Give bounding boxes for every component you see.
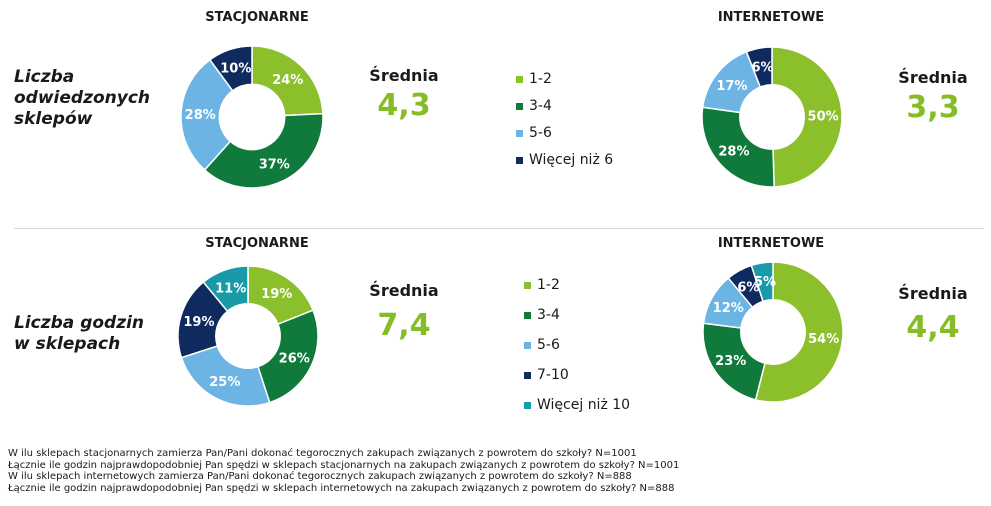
legend-swatch-icon	[516, 75, 523, 83]
legend-item: Więcej niż 6	[516, 151, 613, 169]
average-value-stores-stationary: 4,3	[377, 88, 431, 123]
row-label-stores-line-3: sklepów	[14, 109, 93, 129]
legend-label: 3-4	[537, 307, 560, 323]
legend-swatch-icon	[516, 102, 523, 110]
donut-slice-label: 23%	[715, 354, 746, 369]
donut-slice-wi-cej-ni-6	[208, 45, 253, 92]
footnote-2: Łącznie ile godzin najprawdopodobniej Pa…	[8, 459, 680, 471]
legend-item: 3-4	[524, 306, 630, 324]
donut-slice-label: 19%	[183, 315, 214, 330]
donut-slice-label: 19%	[261, 287, 292, 302]
donut-slice-5-6	[180, 58, 234, 171]
donut-slice-label: 54%	[808, 332, 839, 347]
donut-stores-online: 50% 28% 17% 6%	[701, 46, 843, 188]
donut-slice-label: 28%	[185, 108, 216, 123]
legend-hours: 1-2 3-4 5-6 7-10 Więcej niż 10	[524, 276, 630, 414]
average-label-stores-stationary: Średnia	[369, 66, 439, 85]
legend-item: 7-10	[524, 366, 630, 384]
donut-slice-3-4	[203, 112, 324, 189]
legend-item: Więcej niż 10	[524, 396, 630, 414]
row-label-hours: Liczba godzin w sklepach	[14, 313, 144, 355]
donut-slice-label: 11%	[215, 281, 246, 296]
legend-item: 1-2	[516, 70, 613, 88]
donut-slice-3-4	[701, 106, 775, 188]
donut-slice-label: 17%	[716, 79, 747, 94]
average-value-hours-online: 4,4	[906, 310, 960, 345]
legend-label: 7-10	[537, 367, 569, 383]
footnote-4: Łącznie ile godzin najprawdopodobniej Pa…	[8, 482, 675, 494]
donut-slice-3-4	[257, 309, 319, 404]
legend-swatch-icon	[524, 311, 531, 319]
header-online-bottom: INTERNETOWE	[717, 236, 825, 251]
donut-slice-label: 50%	[808, 110, 839, 125]
legend-item: 1-2	[524, 276, 630, 294]
footnote-3: W ilu sklepach internetowych zamierza Pa…	[8, 471, 632, 482]
legend-swatch-icon	[524, 371, 531, 379]
header-stationary-bottom: STACJONARNE	[205, 236, 309, 251]
legend-item: 3-4	[516, 97, 613, 115]
donut-slice-label: 26%	[279, 351, 310, 366]
legend-stores: 1-2 3-4 5-6 Więcej niż 6	[516, 70, 613, 169]
donut-slice-label: 6%	[751, 60, 773, 75]
average-value-stores-online: 3,3	[906, 90, 960, 125]
donut-slice-5-6	[180, 345, 271, 407]
row-label-hours-line-2: w sklepach	[14, 334, 121, 354]
header-online-top: INTERNETOWE	[717, 10, 825, 25]
row-label-stores-line-1: Liczba	[14, 67, 75, 87]
legend-swatch-icon	[516, 129, 523, 137]
legend-label: 1-2	[537, 277, 560, 293]
legend-swatch-icon	[524, 281, 531, 289]
legend-label: Więcej niż 6	[529, 152, 614, 168]
donut-hours-online: 54% 23% 12% 6%5%	[702, 261, 844, 403]
legend-label: 5-6	[537, 337, 560, 353]
donut-slice-label: 28%	[718, 145, 749, 160]
donut-slice-label: 6%	[737, 281, 759, 296]
legend-label: 1-2	[529, 71, 552, 87]
average-value-hours-stationary: 7,4	[377, 308, 431, 343]
legend-label: 5-6	[529, 125, 552, 141]
donut-slice-label: 25%	[209, 375, 240, 390]
average-label-stores-online: Średnia	[898, 68, 968, 87]
donut-hours-stationary: 19% 26% 25% 19% 11%	[177, 265, 319, 407]
footnote-1: W ilu sklepach stacjonarnych zamierza Pa…	[8, 448, 637, 459]
donut-slice-wi-cej-ni-10	[202, 265, 249, 313]
legend-swatch-icon	[524, 341, 531, 349]
donut-stores-stationary: 24% 37% 28% 10%	[180, 45, 324, 189]
donut-slice-1-2	[771, 46, 843, 188]
legend-label: Więcej niż 10	[537, 397, 631, 413]
row-label-stores-line-2: odwiedzonych	[14, 88, 151, 108]
average-label-hours-online: Średnia	[898, 284, 968, 303]
row-label-hours-line-1: Liczba godzin	[14, 313, 145, 333]
donut-slice-label: 12%	[713, 301, 744, 316]
donut-slice-1-2	[754, 261, 844, 403]
average-label-hours-stationary: Średnia	[369, 281, 439, 300]
row-label-stores: Liczba odwiedzonych sklepów	[14, 67, 150, 130]
legend-swatch-icon	[524, 401, 531, 409]
donut-slice-1-2	[251, 45, 324, 117]
donut-slice-3-4	[702, 322, 766, 401]
donut-slice-wi-cej-ni-10	[750, 261, 774, 303]
legend-label: 3-4	[529, 98, 552, 114]
legend-swatch-icon	[516, 156, 523, 164]
footnotes: W ilu sklepach stacjonarnych zamierza Pa…	[8, 448, 679, 494]
donut-slice-label: 37%	[259, 157, 290, 172]
section-divider	[14, 228, 984, 229]
donut-slice-wi-cej-ni-6	[745, 46, 773, 88]
donut-slice-label: 5%	[754, 275, 776, 290]
legend-item: 5-6	[524, 336, 630, 354]
legend-item: 5-6	[516, 124, 613, 142]
donut-slice-label: 10%	[220, 61, 251, 76]
donut-slice-label: 24%	[272, 73, 303, 88]
header-stationary-top: STACJONARNE	[205, 10, 309, 25]
